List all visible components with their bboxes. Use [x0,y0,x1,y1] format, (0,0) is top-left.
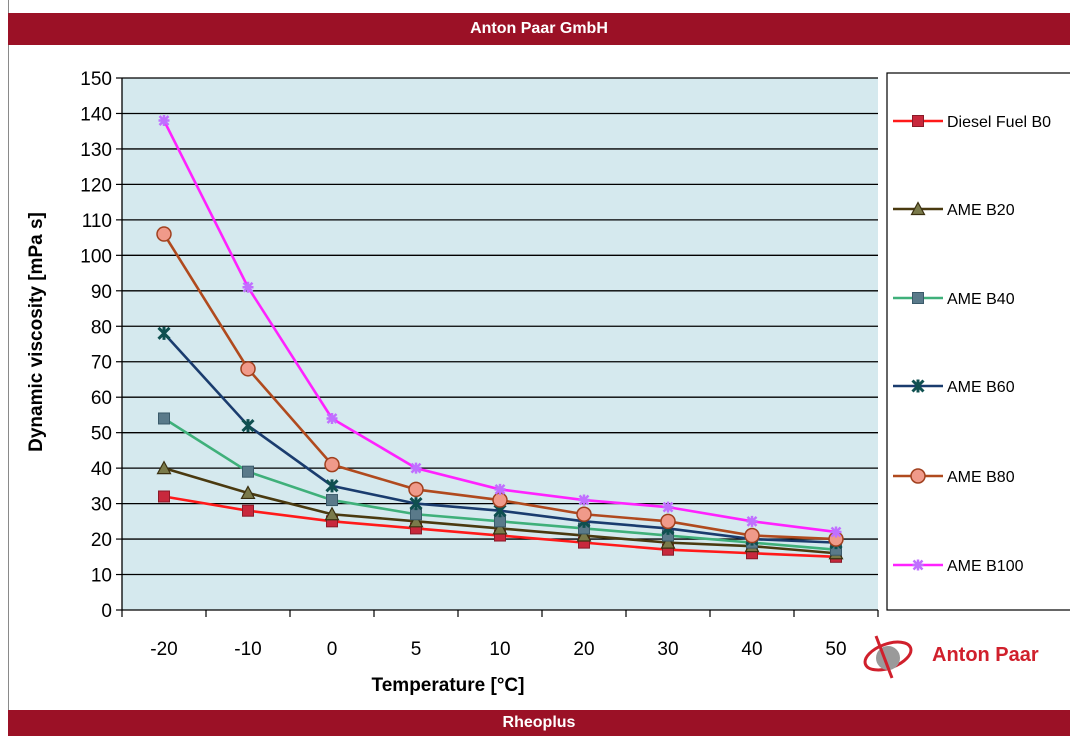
data-point [324,506,340,521]
y-tick-label: 70 [91,353,112,374]
data-point [492,492,508,508]
y-tick-label: 120 [80,175,112,196]
footer-bar: Rheoplus [8,710,1070,736]
data-point [494,483,506,495]
legend-label: AME B20 [947,202,1015,219]
y-tick-label: 130 [80,140,112,161]
data-point [158,412,170,425]
x-tick-label: -20 [150,639,177,660]
x-tick-label: 50 [825,639,846,660]
data-point [156,460,172,475]
x-tick-label: 20 [573,639,594,660]
legend-item: AME B100 [893,558,1024,575]
data-point [157,326,171,340]
y-tick-label: 50 [91,424,112,445]
data-point [746,515,758,527]
y-tick-labels: 0 10 20 30 40 50 60 70 80 90 100 110 120 130 140 150 [80,69,112,622]
data-point [576,527,592,542]
data-point [240,485,256,500]
series-ame-b80 [156,226,844,547]
series-ame-b100 [158,115,842,538]
y-tick-label: 100 [80,246,112,267]
x-tick-label: 10 [489,639,510,660]
axes [121,78,879,617]
legend-label: AME B40 [947,291,1015,308]
logo-text: Anton Paar [932,644,1039,666]
y-tick-label: 20 [91,530,112,551]
data-point [242,504,254,517]
legend-item: AME B40 [893,291,1015,308]
data-point [326,412,338,424]
data-point [408,513,424,528]
legend-label: AME B80 [947,469,1015,486]
x-tick-label: 40 [741,639,762,660]
data-point [240,361,256,377]
legend: Diesel Fuel B0 AME B20 AME B40 AME B60 AME B… [893,114,1051,575]
data-point [324,456,340,473]
y-tick-label: 0 [101,601,112,622]
data-point [660,534,676,549]
data-point [492,520,508,535]
x-tick-label: 30 [657,639,678,660]
y-tick-label: 150 [80,69,112,90]
legend-label: AME B60 [947,379,1015,396]
legend-label: Diesel Fuel B0 [947,114,1051,131]
series-ame-b20 [156,460,844,560]
logo-stroke-icon [874,635,894,679]
legend-box [886,72,1070,611]
data-point [910,468,926,484]
legend-item: AME B20 [893,201,1015,219]
footer-title: Rheoplus [502,714,576,731]
legend-item: AME B80 [893,468,1015,486]
y-axis-label: Dynamic viscosity [mPa s] [26,212,47,452]
data-point [912,292,924,304]
header-bar: Anton Paar GmbH [8,13,1070,45]
y-tick-label: 80 [91,317,112,338]
y-tick-label: 40 [91,459,112,480]
series-diesel-fuel-b0 [158,490,842,563]
data-point [910,201,926,216]
data-point [578,494,590,506]
y-tick-label: 10 [91,566,112,587]
data-point [326,494,338,507]
data-point [660,513,676,530]
anton-paar-logo [863,635,913,679]
data-point [744,527,760,544]
legend-item: AME B60 [893,379,1015,396]
data-point [410,462,422,474]
legend-item: Diesel Fuel B0 [893,114,1051,131]
data-point [576,506,592,522]
y-tick-label: 110 [82,211,112,232]
x-axis-label: Temperature [°C] [372,675,525,696]
data-point [156,226,172,242]
y-tick-label: 60 [91,388,112,409]
y-tick-label: 30 [91,495,112,516]
header-title: Anton Paar GmbH [470,20,608,37]
data-point [494,515,506,528]
data-point [158,490,170,503]
series-group [156,115,844,563]
data-point [912,559,924,571]
chart-frame [8,0,1070,736]
legend-label: AME B100 [947,558,1024,575]
data-point [410,508,422,521]
data-point [912,115,924,127]
y-tick-label: 140 [80,104,112,125]
x-tick-labels: -20 -10 0 5 10 20 30 40 50 [150,639,846,660]
data-point [241,419,255,433]
data-point [830,526,842,538]
data-point [408,481,424,498]
data-point [662,501,674,513]
data-point [242,281,254,293]
x-tick-label: 0 [327,639,338,660]
data-point [911,379,925,393]
data-point [158,115,170,127]
data-point [325,479,339,493]
y-tick-label: 90 [91,282,112,303]
x-tick-label: -10 [234,639,261,660]
x-tick-label: 5 [411,639,422,660]
data-point [409,497,423,511]
data-point [242,465,254,478]
